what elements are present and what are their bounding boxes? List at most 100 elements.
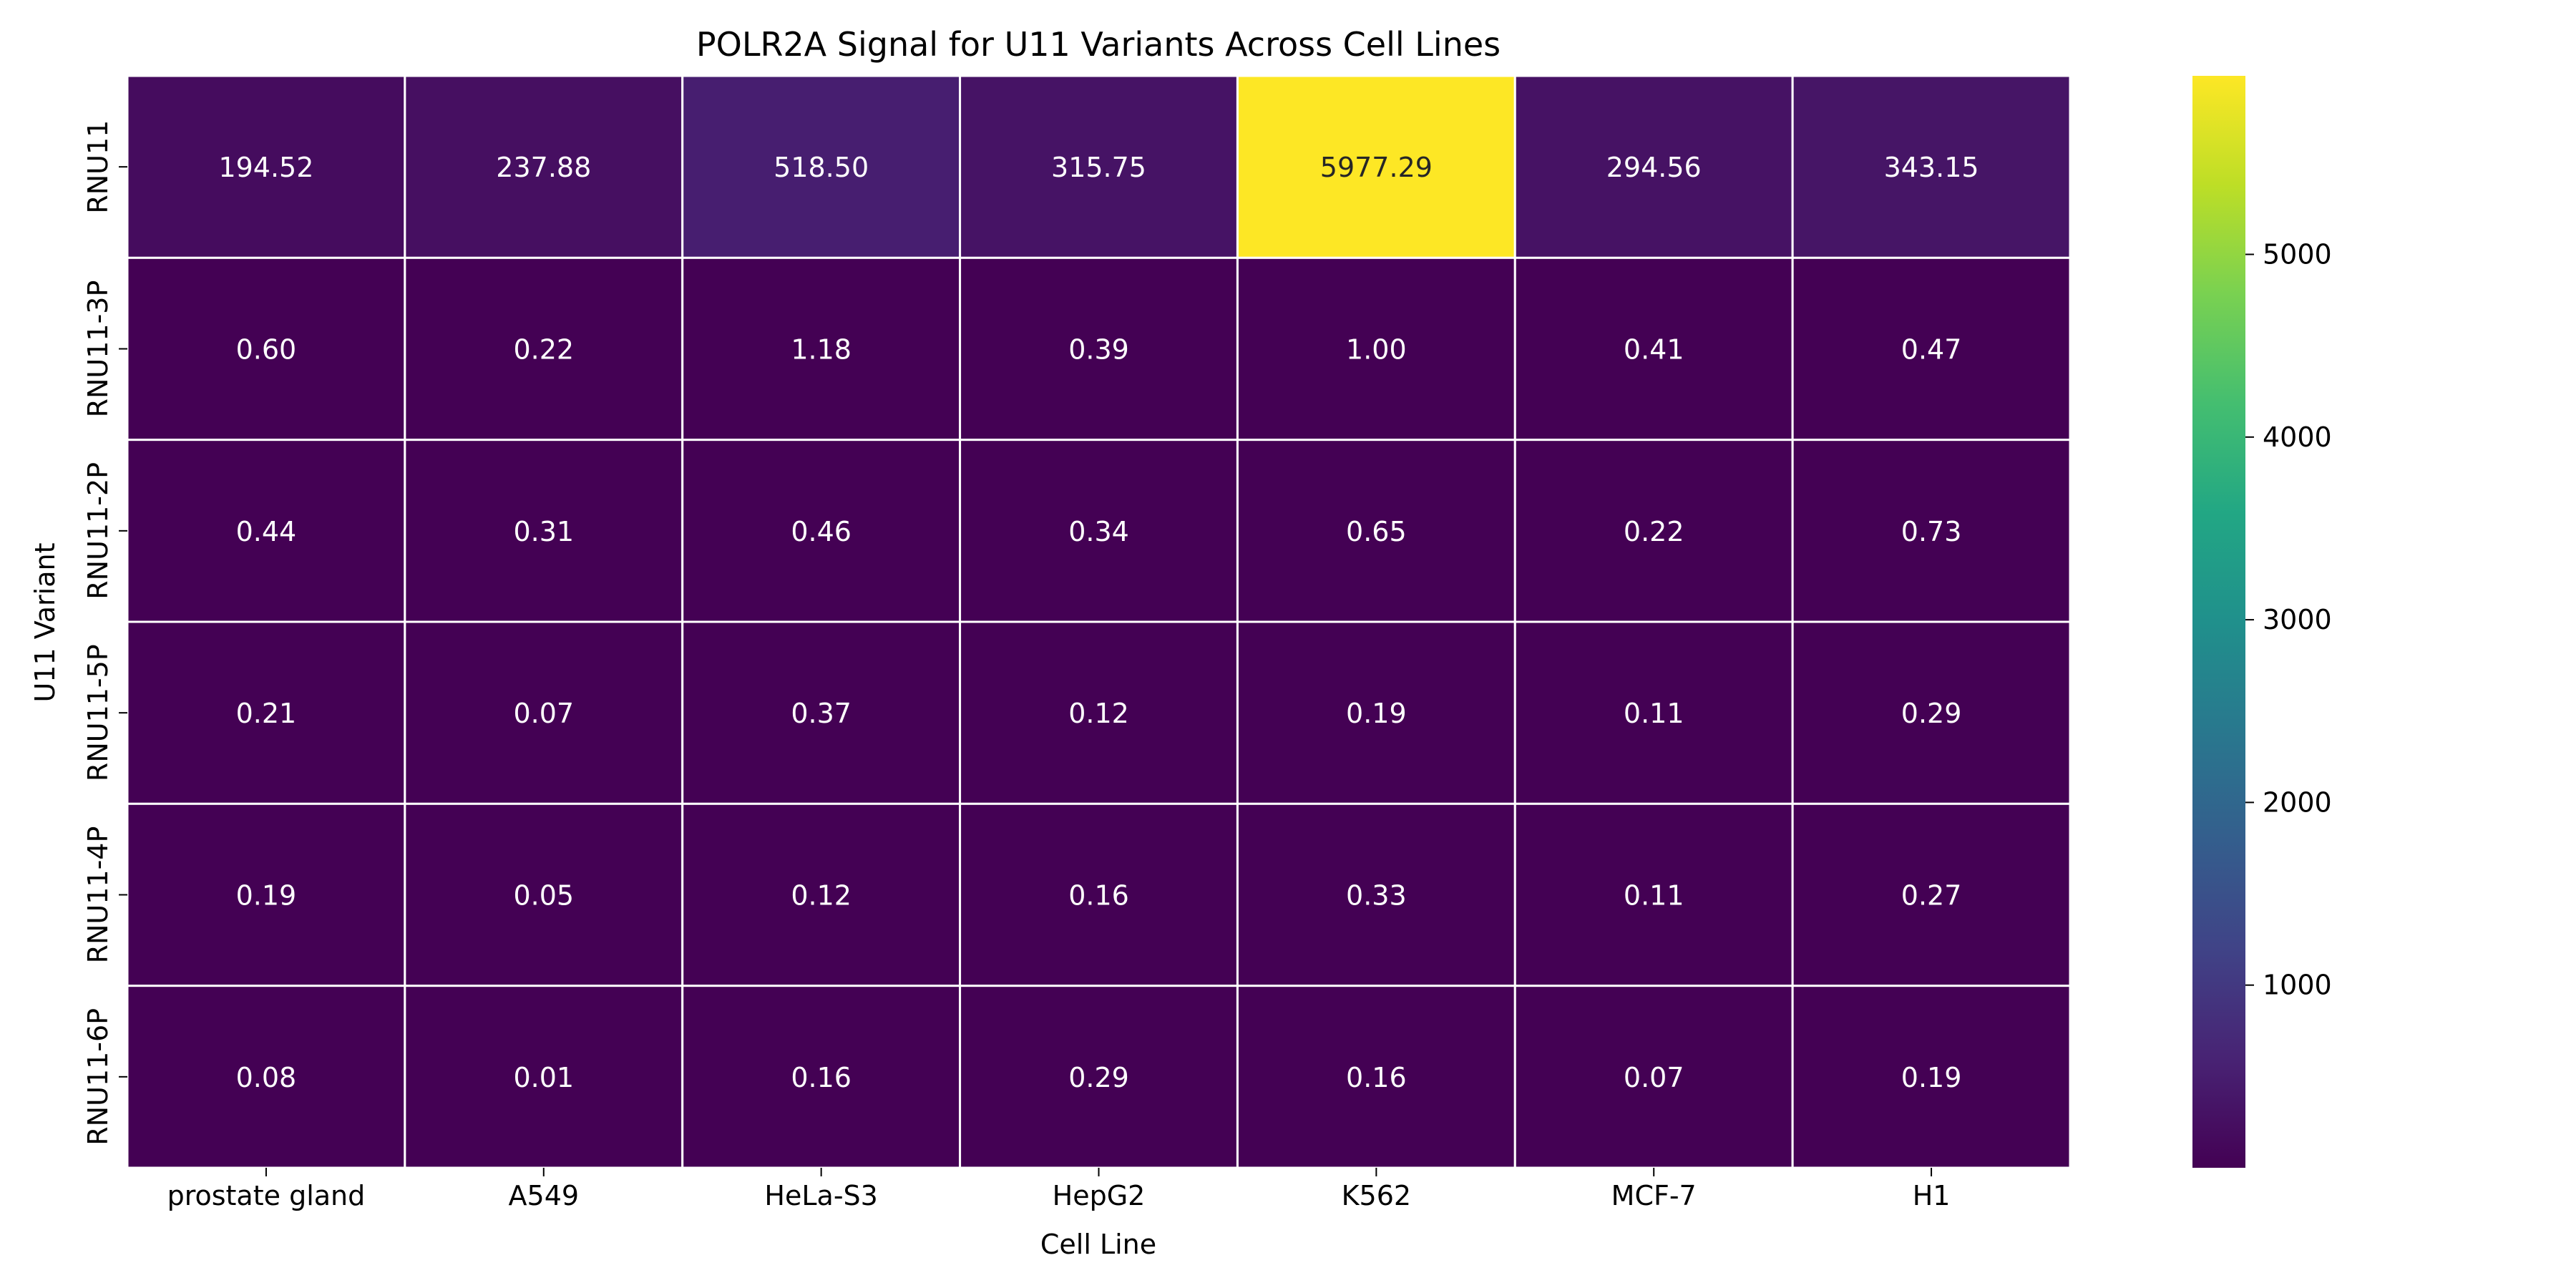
cell-value-label: 294.56: [1606, 152, 1702, 183]
cell-value-label: 0.12: [791, 880, 852, 912]
y-tick-label: RNU11: [82, 120, 114, 214]
heatmap-cell: [959, 439, 1239, 623]
colorbar: 1000 2000 3000 4000 5000: [2192, 76, 2332, 1168]
heatmap-cell: [1791, 985, 2072, 1169]
heatmap-cell: [1791, 802, 2072, 987]
cell-value-label: 518.50: [774, 152, 869, 183]
heatmap-cell: [681, 985, 962, 1169]
heatmap-cell: [1236, 256, 1516, 441]
heatmap-cell: [1791, 439, 2072, 623]
x-tick-label: K562: [1342, 1180, 1411, 1211]
chart-title: POLR2A Signal for U11 Variants Across Ce…: [696, 25, 1501, 64]
colorbar-tick-label: 3000: [2263, 604, 2332, 635]
cell-value-label: 0.16: [1068, 880, 1129, 912]
cell-value-label: 0.19: [236, 880, 297, 912]
x-tick-label: prostate gland: [167, 1180, 366, 1211]
y-tick-label: RNU11-6P: [82, 1008, 114, 1146]
cell-value-label: 0.29: [1068, 1062, 1129, 1093]
cell-value-label: 0.12: [1068, 698, 1129, 729]
heatmap-cell: [1513, 74, 1794, 259]
heatmap-cell: [681, 802, 962, 987]
heatmap-cell: [126, 620, 406, 805]
heatmap-cell: [1791, 256, 2072, 441]
heatmap-cell: [1513, 620, 1794, 805]
heatmap-cell: [1236, 985, 1516, 1169]
cell-value-label: 1.00: [1346, 334, 1407, 366]
heatmap-cell: [126, 256, 406, 441]
cell-value-label: 0.05: [513, 880, 574, 912]
x-tick-label: A549: [509, 1180, 580, 1211]
cell-value-label: 0.19: [1346, 698, 1407, 729]
heatmap-cell: [126, 74, 406, 259]
cell-value-label: 343.15: [1884, 152, 1979, 183]
heatmap-cell: [404, 439, 684, 623]
cell-value-label: 0.41: [1624, 334, 1684, 366]
cell-value-label: 5977.29: [1320, 152, 1433, 183]
heatmap-axes: prostate gland A549 HeLa-S3 HepG2 K562 MCF-7 H…: [82, 120, 1950, 1211]
cell-value-label: 0.11: [1624, 698, 1684, 729]
cell-value-label: 0.22: [1624, 516, 1684, 547]
x-axis-label: Cell Line: [1040, 1229, 1156, 1260]
cell-value-label: 0.27: [1901, 880, 1962, 912]
x-tick-label: HeLa-S3: [764, 1180, 877, 1211]
heatmap-cell: [681, 256, 962, 441]
heatmap-cell: [959, 620, 1239, 805]
cell-value-label: 1.18: [791, 334, 852, 366]
colorbar-tick-label: 4000: [2263, 421, 2332, 453]
heatmap-cell: [404, 985, 684, 1169]
cell-value-label: 0.65: [1346, 516, 1407, 547]
y-tick-label: RNU11-2P: [82, 462, 114, 600]
cell-value-label: 0.60: [236, 334, 297, 366]
cell-value-label: 0.37: [791, 698, 852, 729]
cell-value-label: 0.07: [1624, 1062, 1684, 1093]
cell-value-label: 0.11: [1624, 880, 1684, 912]
colorbar-tick-label: 2000: [2263, 786, 2332, 818]
heatmap-cell: [959, 74, 1239, 259]
heatmap-cell: [404, 620, 684, 805]
cell-value-label: 0.19: [1901, 1062, 1962, 1093]
heatmap-cell: [126, 802, 406, 987]
heatmap-cell: [1236, 74, 1516, 259]
cell-value-label: 0.31: [513, 516, 574, 547]
x-tick-label: MCF-7: [1611, 1180, 1697, 1211]
y-tick-label: RNU11-3P: [82, 280, 114, 418]
cell-value-label: 237.88: [496, 152, 591, 183]
colorbar-gradient: [2192, 76, 2245, 1168]
heatmap-cells: 194.52 237.88 518.50 315.75 5977.29 294.56 343…: [126, 74, 2072, 1169]
cell-value-label: 194.52: [218, 152, 313, 183]
cell-value-label: 0.29: [1901, 698, 1962, 729]
x-tick-label: H1: [1913, 1180, 1951, 1211]
cell-value-label: 0.44: [236, 516, 297, 547]
heatmap-cell: [959, 985, 1239, 1169]
cell-value-label: 0.16: [791, 1062, 852, 1093]
heatmap-cell: [126, 439, 406, 623]
y-tick-label: RNU11-4P: [82, 826, 114, 964]
heatmap-cell: [404, 74, 684, 259]
heatmap-cell: [681, 74, 962, 259]
cell-value-label: 0.46: [791, 516, 852, 547]
heatmap-cell: [1236, 439, 1516, 623]
y-tick-label: RNU11-5P: [82, 644, 114, 781]
heatmap-cell: [1513, 256, 1794, 441]
cell-value-label: 0.33: [1346, 880, 1407, 912]
colorbar-tick-label: 1000: [2263, 970, 2332, 1001]
cell-value-label: 0.47: [1901, 334, 1962, 366]
cell-value-label: 0.21: [236, 698, 297, 729]
colorbar-tick-label: 5000: [2263, 239, 2332, 270]
heatmap-cell: [126, 985, 406, 1169]
y-axis-label: U11 Variant: [29, 542, 61, 702]
cell-value-label: 0.39: [1068, 334, 1129, 366]
heatmap-cell: [1513, 439, 1794, 623]
cell-value-label: 0.34: [1068, 516, 1129, 547]
cell-value-label: 315.75: [1051, 152, 1146, 183]
cell-value-label: 0.22: [513, 334, 574, 366]
heatmap-cell: [681, 439, 962, 623]
cell-value-label: 0.08: [236, 1062, 297, 1093]
cell-value-label: 0.07: [513, 698, 574, 729]
cell-value-label: 0.16: [1346, 1062, 1407, 1093]
cell-value-label: 0.73: [1901, 516, 1962, 547]
heatmap-cell: [1791, 620, 2072, 805]
cell-value-label: 0.01: [513, 1062, 574, 1093]
